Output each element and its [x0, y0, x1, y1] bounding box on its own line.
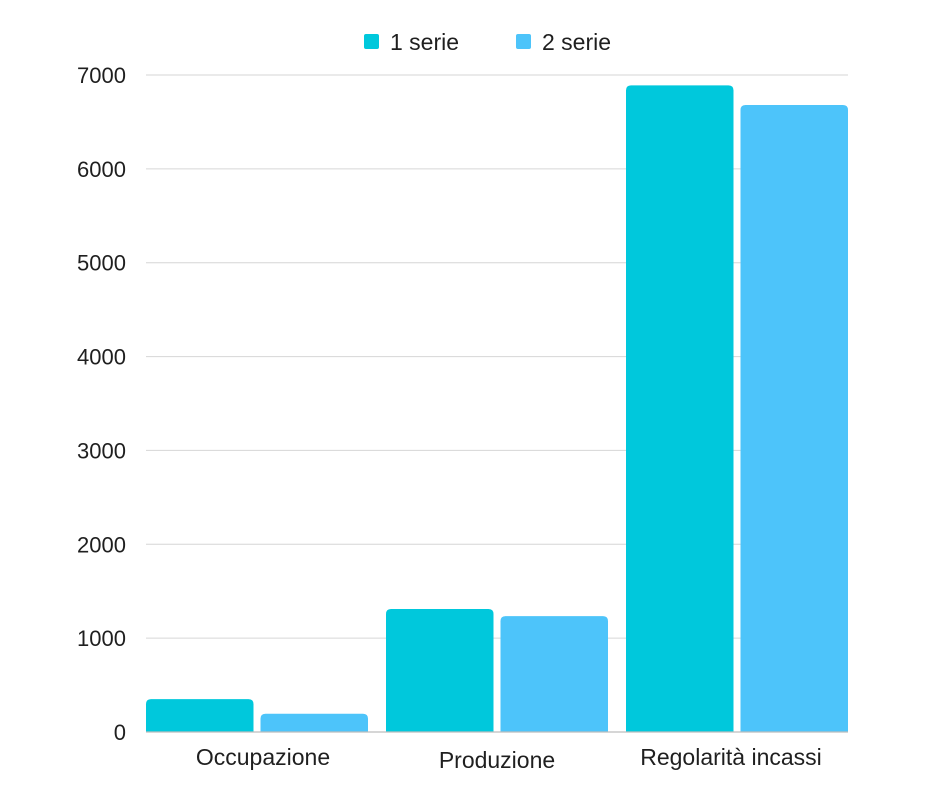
y-tick-label: 3000: [77, 438, 126, 463]
bar-1-3: [626, 85, 734, 733]
legend-swatch: [364, 34, 379, 49]
legend: 1 serie 2 serie: [364, 29, 611, 55]
y-tick-label: 7000: [77, 63, 126, 88]
legend-swatch: [516, 34, 531, 49]
x-tick-label: Regolarità incassi: [640, 744, 822, 770]
legend-label: 2 serie: [542, 29, 611, 55]
bar-2-1: [260, 713, 368, 732]
y-tick-label: 1000: [77, 626, 126, 651]
y-tick-label: 2000: [77, 532, 126, 557]
bars-layer: [146, 85, 848, 733]
legend-label: 1 serie: [390, 29, 459, 55]
bar-2-3: [740, 105, 848, 732]
y-tick-label: 5000: [77, 251, 126, 276]
grid-layer: [146, 74, 848, 639]
x-tick-label: Produzione: [439, 747, 555, 773]
bar-1-1: [146, 699, 254, 732]
x-tick-label: Occupazione: [196, 744, 330, 770]
y-tick-label: 4000: [77, 345, 126, 370]
y-tick-label: 6000: [77, 157, 126, 182]
axis-layer: 0 1000 2000 3000 4000 5000 6000 7000 Occupazione…: [77, 63, 848, 773]
y-tick-label: 0: [114, 720, 126, 745]
bar-2-2: [500, 616, 608, 732]
bar-1-2: [386, 609, 494, 732]
